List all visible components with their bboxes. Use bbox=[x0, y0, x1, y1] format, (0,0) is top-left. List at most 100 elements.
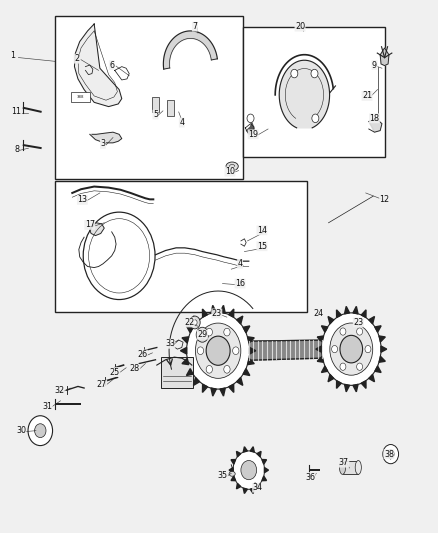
Polygon shape bbox=[262, 476, 267, 481]
Text: 2: 2 bbox=[74, 54, 79, 63]
Text: 15: 15 bbox=[257, 242, 267, 251]
Polygon shape bbox=[74, 24, 122, 107]
Text: 14: 14 bbox=[257, 226, 267, 235]
Circle shape bbox=[206, 336, 230, 365]
Polygon shape bbox=[380, 48, 389, 66]
Polygon shape bbox=[345, 384, 350, 392]
Text: 34: 34 bbox=[253, 483, 262, 492]
Circle shape bbox=[312, 114, 319, 123]
Ellipse shape bbox=[229, 471, 235, 477]
Text: 37: 37 bbox=[339, 458, 349, 467]
Bar bbox=[343, 461, 358, 474]
Text: 36: 36 bbox=[305, 473, 315, 481]
Polygon shape bbox=[220, 305, 225, 313]
Polygon shape bbox=[279, 60, 329, 128]
Polygon shape bbox=[317, 357, 324, 362]
Polygon shape bbox=[381, 346, 387, 352]
Polygon shape bbox=[369, 317, 374, 324]
Polygon shape bbox=[336, 381, 341, 389]
Polygon shape bbox=[257, 451, 261, 457]
Polygon shape bbox=[328, 317, 334, 324]
Polygon shape bbox=[211, 305, 216, 313]
Text: 33: 33 bbox=[165, 340, 175, 348]
Text: 16: 16 bbox=[235, 279, 245, 288]
Text: 12: 12 bbox=[379, 196, 390, 204]
Polygon shape bbox=[250, 447, 254, 452]
Circle shape bbox=[311, 69, 318, 78]
Polygon shape bbox=[262, 459, 267, 464]
Polygon shape bbox=[247, 337, 254, 343]
Text: 25: 25 bbox=[110, 368, 120, 376]
Polygon shape bbox=[247, 123, 254, 134]
Polygon shape bbox=[265, 467, 268, 473]
Polygon shape bbox=[202, 384, 208, 392]
Circle shape bbox=[28, 416, 53, 446]
Polygon shape bbox=[250, 488, 254, 494]
Bar bbox=[161, 357, 193, 388]
Text: 1: 1 bbox=[10, 52, 15, 60]
Circle shape bbox=[195, 323, 241, 378]
Circle shape bbox=[383, 445, 399, 464]
Bar bbox=[55, 16, 243, 179]
Circle shape bbox=[241, 461, 257, 480]
Polygon shape bbox=[194, 316, 200, 324]
Text: 17: 17 bbox=[85, 221, 95, 229]
Polygon shape bbox=[249, 340, 322, 360]
Ellipse shape bbox=[226, 162, 238, 171]
Text: 4: 4 bbox=[237, 260, 243, 268]
Polygon shape bbox=[361, 381, 366, 389]
Text: 24: 24 bbox=[314, 309, 324, 318]
Circle shape bbox=[233, 347, 239, 354]
Circle shape bbox=[199, 331, 205, 338]
Text: 21: 21 bbox=[362, 92, 372, 100]
Circle shape bbox=[206, 328, 212, 336]
Polygon shape bbox=[353, 306, 358, 314]
Circle shape bbox=[340, 363, 346, 370]
Polygon shape bbox=[211, 388, 216, 396]
Text: 32: 32 bbox=[54, 386, 64, 394]
Text: 10: 10 bbox=[225, 167, 235, 176]
Circle shape bbox=[330, 323, 373, 375]
Polygon shape bbox=[317, 336, 324, 342]
Polygon shape bbox=[194, 377, 200, 385]
Polygon shape bbox=[231, 476, 236, 481]
Text: 6: 6 bbox=[109, 61, 114, 69]
Circle shape bbox=[35, 424, 46, 438]
Polygon shape bbox=[182, 337, 189, 343]
Text: 35: 35 bbox=[217, 471, 228, 480]
Polygon shape bbox=[379, 336, 385, 342]
Bar bbox=[152, 97, 159, 112]
Text: 23: 23 bbox=[353, 318, 364, 327]
Circle shape bbox=[365, 345, 371, 353]
Polygon shape bbox=[90, 132, 122, 143]
Text: 29: 29 bbox=[197, 330, 208, 339]
Circle shape bbox=[247, 114, 254, 123]
Polygon shape bbox=[321, 326, 328, 332]
Text: 18: 18 bbox=[370, 114, 379, 123]
Bar bbox=[243, 27, 385, 157]
Circle shape bbox=[187, 312, 250, 389]
Polygon shape bbox=[379, 357, 385, 362]
Polygon shape bbox=[237, 451, 241, 457]
Circle shape bbox=[196, 327, 208, 342]
Circle shape bbox=[206, 366, 212, 373]
Polygon shape bbox=[91, 223, 104, 236]
Polygon shape bbox=[375, 326, 381, 332]
Circle shape bbox=[321, 313, 381, 385]
Circle shape bbox=[332, 345, 338, 353]
Circle shape bbox=[190, 316, 200, 329]
Polygon shape bbox=[163, 31, 217, 69]
Polygon shape bbox=[187, 326, 193, 333]
Polygon shape bbox=[250, 348, 256, 354]
Circle shape bbox=[197, 347, 204, 354]
Text: 28: 28 bbox=[130, 365, 140, 373]
Text: 19: 19 bbox=[248, 130, 258, 139]
Polygon shape bbox=[243, 326, 250, 333]
Circle shape bbox=[193, 320, 197, 325]
Text: 11: 11 bbox=[12, 108, 21, 116]
Polygon shape bbox=[361, 310, 366, 318]
Text: 3: 3 bbox=[100, 140, 106, 148]
Circle shape bbox=[224, 328, 230, 336]
Polygon shape bbox=[321, 366, 328, 373]
Polygon shape bbox=[229, 384, 234, 392]
